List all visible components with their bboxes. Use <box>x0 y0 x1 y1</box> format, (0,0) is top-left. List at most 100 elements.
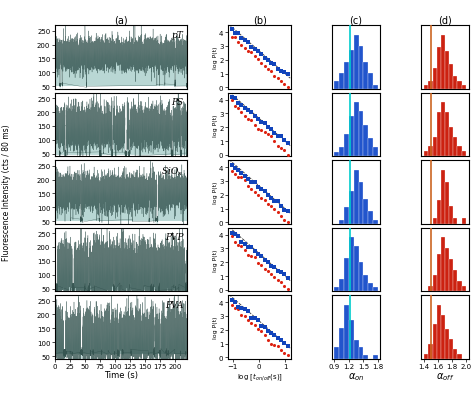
Bar <box>349 51 354 89</box>
Text: pT: pT <box>172 30 183 39</box>
Bar <box>453 270 457 292</box>
Point <box>228 97 236 104</box>
Point <box>271 138 278 145</box>
Point <box>247 316 255 322</box>
Bar <box>344 305 349 359</box>
Point <box>267 203 275 210</box>
Bar <box>373 86 378 89</box>
Point <box>244 308 252 314</box>
Point <box>237 239 245 245</box>
Point <box>271 264 278 270</box>
Point <box>267 127 275 133</box>
Bar <box>354 103 358 157</box>
Point <box>284 220 292 226</box>
Bar <box>433 275 437 292</box>
Point <box>281 207 288 213</box>
Point <box>267 195 275 202</box>
Bar <box>339 220 344 224</box>
Point <box>237 306 245 312</box>
Bar <box>344 63 349 89</box>
Point <box>264 67 272 73</box>
Point <box>247 117 255 124</box>
Point <box>284 352 292 358</box>
Point <box>277 146 285 152</box>
Point <box>234 242 242 249</box>
Bar <box>349 238 354 292</box>
Point <box>284 275 292 282</box>
Point <box>281 340 288 346</box>
Point <box>254 117 262 123</box>
Point <box>281 69 288 76</box>
Bar <box>354 170 358 224</box>
Point <box>244 49 252 55</box>
Title: (b): (b) <box>253 15 266 25</box>
Point <box>244 316 252 323</box>
Point <box>274 75 282 82</box>
Point <box>244 117 252 123</box>
Point <box>234 40 242 47</box>
Point <box>257 186 265 193</box>
Point <box>281 350 288 356</box>
Title: (c): (c) <box>350 15 363 25</box>
Bar <box>424 85 428 89</box>
Bar <box>433 218 437 224</box>
Point <box>264 259 272 265</box>
Point <box>237 174 245 181</box>
Point <box>231 239 238 246</box>
Point <box>231 103 238 110</box>
Point <box>251 122 258 128</box>
Point <box>228 34 236 41</box>
Point <box>231 35 238 41</box>
Bar <box>428 81 433 89</box>
Point <box>251 53 258 60</box>
Bar <box>354 340 358 359</box>
Point <box>241 247 248 253</box>
Point <box>274 268 282 275</box>
Point <box>281 217 288 223</box>
Point <box>274 134 282 140</box>
Bar <box>358 263 364 292</box>
Bar <box>457 281 462 292</box>
Bar <box>364 199 368 224</box>
Point <box>271 332 278 338</box>
Bar <box>445 182 449 224</box>
Point <box>261 257 268 264</box>
Bar <box>457 81 462 89</box>
Point <box>281 271 288 278</box>
X-axis label: Time (s): Time (s) <box>104 371 138 379</box>
Point <box>261 332 268 339</box>
Point <box>254 49 262 55</box>
Bar <box>339 148 344 157</box>
Y-axis label: log P(t): log P(t) <box>213 47 218 69</box>
Point <box>271 273 278 280</box>
Bar <box>368 283 373 292</box>
Bar <box>344 134 349 157</box>
Point <box>228 168 236 174</box>
Point <box>257 323 265 329</box>
Point <box>231 300 238 306</box>
Point <box>257 119 265 126</box>
Bar <box>364 355 368 359</box>
Bar <box>449 339 453 359</box>
Point <box>234 30 242 37</box>
Bar <box>373 355 378 359</box>
Point <box>234 100 242 107</box>
Bar <box>437 113 441 157</box>
Point <box>234 174 242 181</box>
Point <box>237 43 245 49</box>
Point <box>237 36 245 42</box>
Point <box>261 189 268 195</box>
Point <box>251 113 258 119</box>
Point <box>251 322 258 328</box>
Bar <box>354 246 358 292</box>
Point <box>231 95 238 101</box>
Bar <box>457 147 462 157</box>
Bar <box>344 208 349 224</box>
Point <box>271 131 278 137</box>
Bar <box>364 63 368 89</box>
Bar <box>437 305 441 359</box>
Point <box>237 312 245 318</box>
Point <box>244 176 252 182</box>
Y-axis label: log P(t): log P(t) <box>213 181 218 204</box>
Point <box>274 209 282 215</box>
